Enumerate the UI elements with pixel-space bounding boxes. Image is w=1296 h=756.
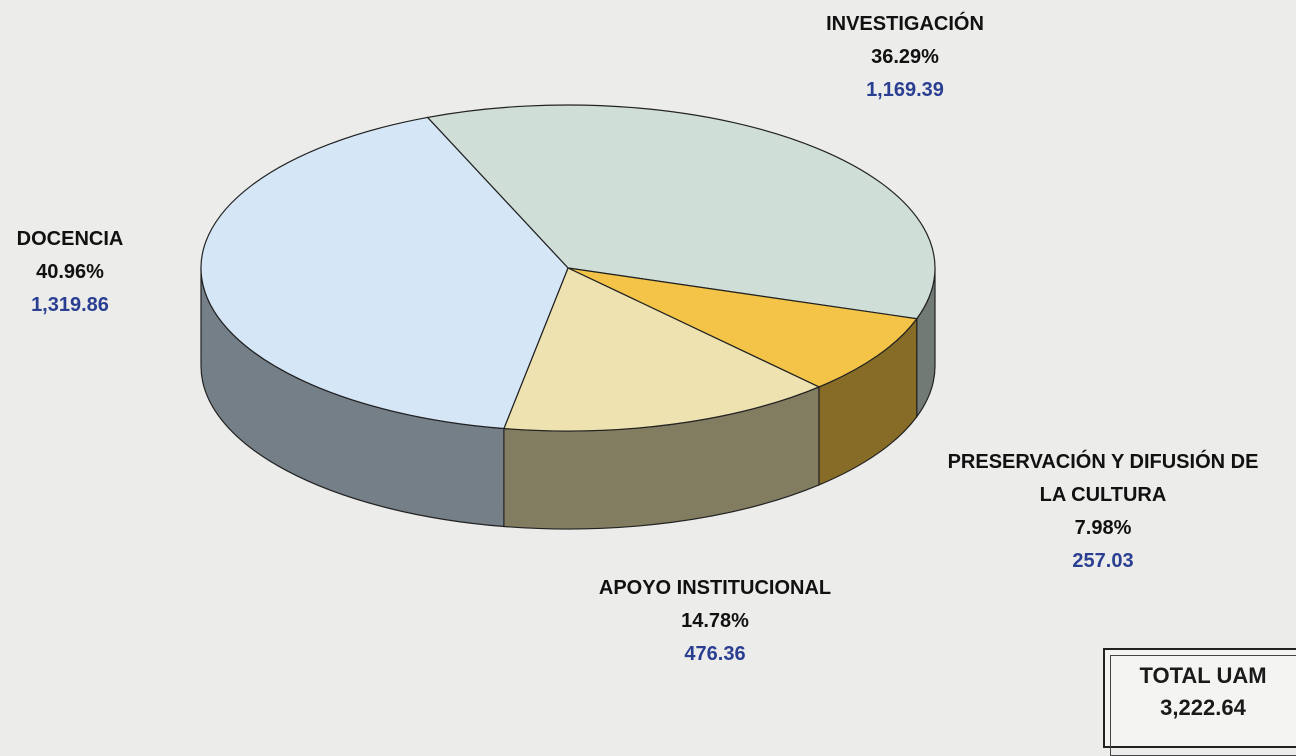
slice-label: DOCENCIA 40.96% 1,319.86 <box>0 223 150 322</box>
amount: 1,319.86 <box>31 294 109 316</box>
slice <box>503 267 821 432</box>
amount: 1,169.39 <box>866 79 944 101</box>
total-title: TOTAL UAM <box>1139 663 1267 688</box>
percent: 36.29% <box>871 46 939 68</box>
total-box: TOTAL UAM 3,222.64 <box>1103 648 1296 756</box>
category: DOCENCIA <box>16 228 124 250</box>
slice-label: PRESERVACIÓN Y DIFUSIÓN DE LA CULTURA 7.9… <box>938 446 1268 578</box>
category: INVESTIGACIÓN <box>826 13 984 35</box>
slice-label: APOYO INSTITUCIONAL 14.78% 476.36 <box>555 572 875 671</box>
category: APOYO INSTITUCIONAL <box>598 577 832 599</box>
slice <box>567 267 918 388</box>
slice <box>426 104 936 320</box>
amount: 257.03 <box>1072 550 1134 572</box>
percent: 7.98% <box>1074 517 1132 539</box>
slice-label: INVESTIGACIÓN 36.29% 1,169.39 <box>775 8 1035 107</box>
total-value: 3,222.64 <box>1160 695 1246 720</box>
amount: 476.36 <box>684 643 746 665</box>
percent: 14.78% <box>681 610 749 632</box>
category: PRESERVACIÓN Y DIFUSIÓN DE LA CULTURA <box>947 451 1259 506</box>
slice <box>200 116 569 430</box>
percent: 40.96% <box>36 261 104 283</box>
